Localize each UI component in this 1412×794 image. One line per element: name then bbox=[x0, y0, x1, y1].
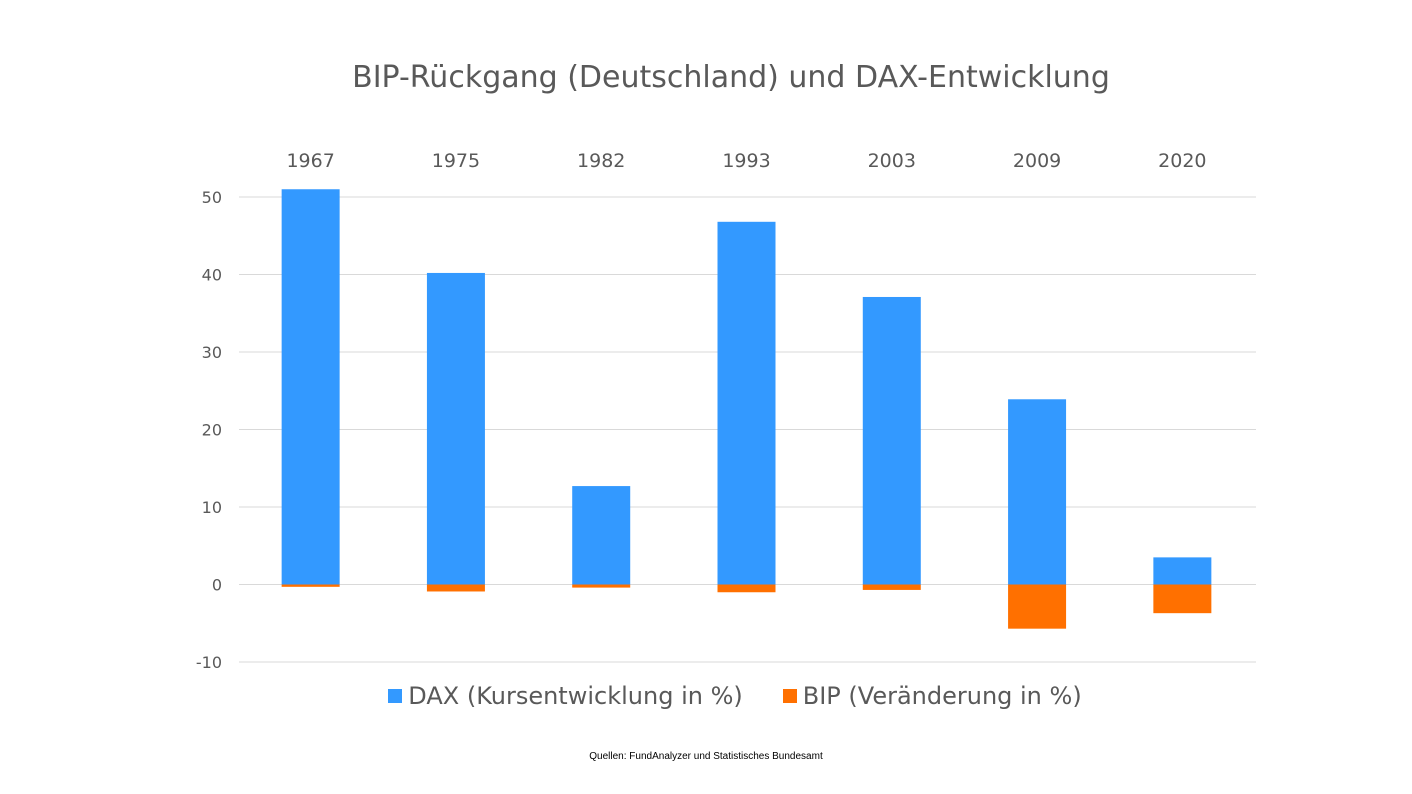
bar-bip bbox=[717, 584, 776, 593]
category-label: 1993 bbox=[722, 150, 770, 172]
bar-bip bbox=[862, 584, 921, 590]
bars bbox=[281, 189, 1212, 629]
legend-item-dax: DAX (Kursentwicklung in %) bbox=[388, 682, 743, 710]
legend-label-dax: DAX (Kursentwicklung in %) bbox=[408, 682, 743, 710]
bar-dax bbox=[572, 486, 631, 585]
legend-swatch-dax bbox=[388, 689, 403, 703]
bar-dax bbox=[862, 296, 921, 585]
source-note: Quellen: FundAnalyzer und Statistisches … bbox=[589, 751, 823, 762]
y-axis-ticks: -10 0 10 20 30 40 50 bbox=[196, 188, 222, 672]
bar-bip bbox=[1008, 584, 1067, 629]
bar-bip bbox=[1153, 584, 1212, 614]
bar-dax bbox=[1153, 557, 1212, 585]
category-label: 2020 bbox=[1158, 150, 1206, 172]
bar-dax bbox=[1008, 399, 1067, 585]
category-label: 1967 bbox=[286, 150, 334, 172]
category-label: 1975 bbox=[432, 150, 480, 172]
legend-label-bip: BIP (Veränderung in %) bbox=[802, 682, 1082, 710]
bar-dax bbox=[281, 189, 340, 585]
bar-bip bbox=[426, 584, 485, 592]
y-tick-label: 50 bbox=[202, 188, 222, 207]
category-labels: 1967 1975 1982 1993 2003 2009 2020 bbox=[286, 150, 1206, 172]
bar-dax bbox=[717, 221, 776, 585]
y-tick-label: 10 bbox=[202, 498, 222, 517]
legend: DAX (Kursentwicklung in %) BIP (Veränder… bbox=[0, 682, 1412, 710]
y-tick-label: 40 bbox=[202, 266, 222, 285]
category-label: 2009 bbox=[1013, 150, 1061, 172]
bar-dax bbox=[426, 272, 485, 585]
y-tick-label: 30 bbox=[202, 343, 222, 362]
category-label: 2003 bbox=[868, 150, 916, 172]
y-tick-label: 20 bbox=[202, 421, 222, 440]
bar-bip bbox=[281, 584, 340, 587]
y-tick-label: -10 bbox=[196, 653, 222, 672]
category-label: 1982 bbox=[577, 150, 625, 172]
chart-title: BIP-Rückgang (Deutschland) und DAX-Entwi… bbox=[352, 60, 1110, 95]
legend-swatch-bip bbox=[782, 689, 797, 703]
y-tick-label: 0 bbox=[212, 576, 222, 595]
legend-item-bip: BIP (Veränderung in %) bbox=[782, 682, 1082, 710]
bar-bip bbox=[572, 584, 631, 588]
